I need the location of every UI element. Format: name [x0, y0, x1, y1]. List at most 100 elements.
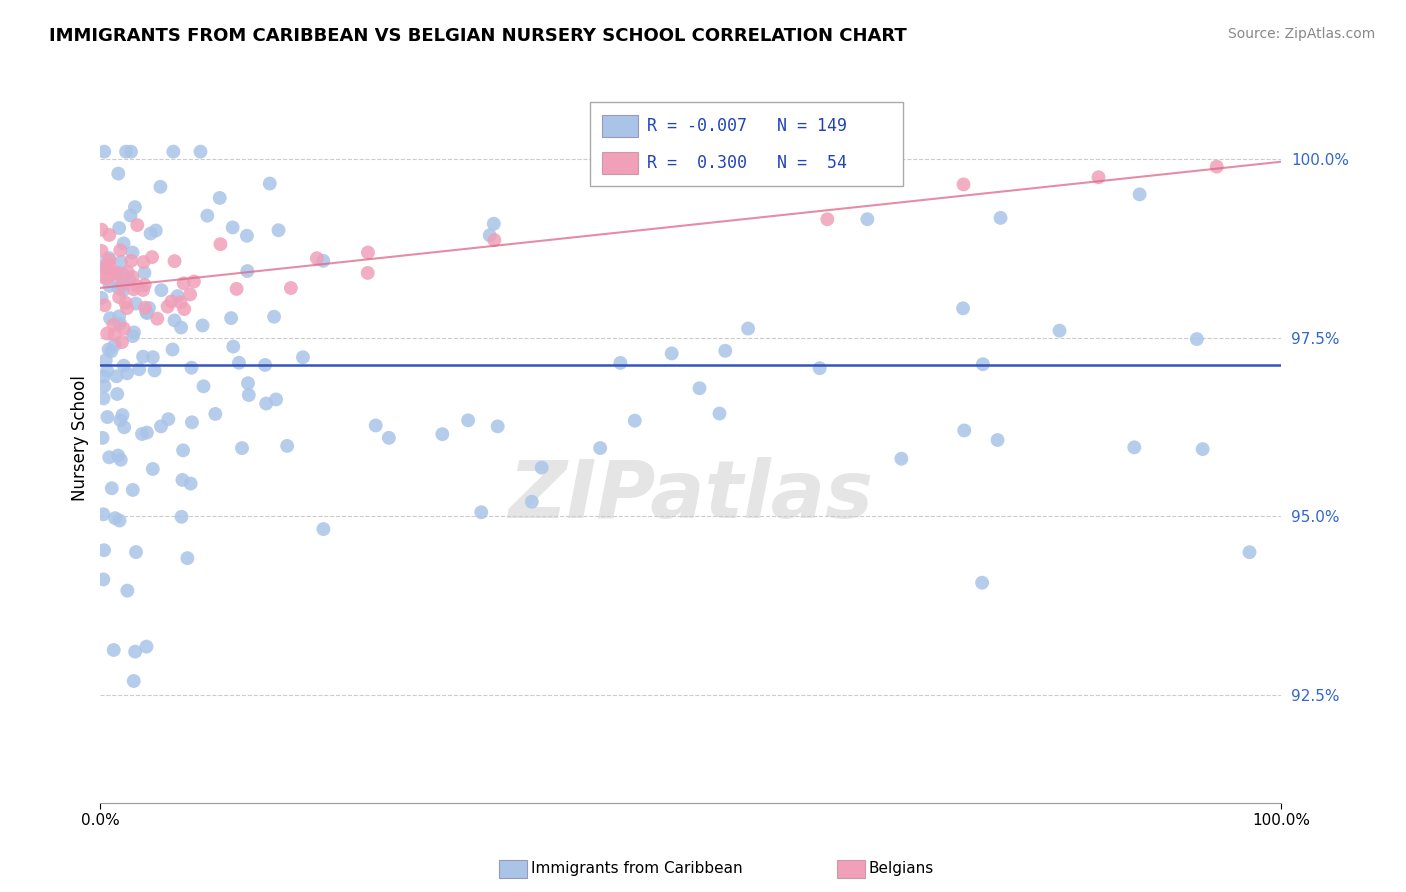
Point — [128, 362, 150, 376]
Point — [112, 321, 135, 335]
Point — [103, 327, 125, 342]
Point — [1049, 324, 1071, 338]
Point — [111, 408, 134, 422]
Point — [952, 178, 974, 192]
Point — [136, 306, 159, 320]
Point — [180, 476, 202, 491]
Point — [1123, 441, 1146, 455]
Point — [122, 282, 145, 296]
Point — [120, 145, 142, 159]
Point — [120, 209, 142, 223]
Point — [953, 424, 976, 438]
Point — [357, 266, 380, 280]
Point — [990, 211, 1012, 225]
Point — [134, 266, 156, 280]
Point — [132, 350, 155, 364]
Point — [93, 508, 115, 522]
Point — [254, 396, 277, 410]
Point — [657, 145, 679, 159]
Point — [110, 255, 132, 269]
Point — [688, 381, 710, 395]
Point — [162, 343, 184, 357]
Point — [146, 311, 169, 326]
Point — [96, 410, 118, 425]
Point — [107, 449, 129, 463]
Point — [166, 289, 188, 303]
Point — [470, 505, 492, 519]
Point — [98, 268, 121, 283]
Point — [100, 344, 122, 359]
Point — [160, 294, 183, 309]
Point — [156, 300, 179, 314]
Point — [221, 220, 243, 235]
Point — [103, 318, 125, 332]
Point — [181, 415, 204, 429]
Point — [114, 295, 136, 310]
Point — [125, 296, 148, 310]
Point — [225, 282, 247, 296]
Point — [856, 212, 879, 227]
Point — [100, 481, 122, 495]
Point — [209, 237, 232, 252]
Point — [108, 290, 131, 304]
Point — [191, 318, 214, 333]
Point — [135, 305, 157, 319]
Point — [808, 361, 831, 376]
Point — [972, 575, 994, 590]
Point — [138, 301, 160, 315]
Point — [91, 431, 114, 445]
Point — [280, 281, 302, 295]
Point — [364, 418, 387, 433]
Point — [163, 254, 186, 268]
Point — [105, 369, 128, 384]
Point — [112, 236, 135, 251]
Point — [107, 167, 129, 181]
Point — [111, 334, 134, 349]
Text: R =  0.300   N =  54: R = 0.300 N = 54 — [647, 153, 846, 172]
Point — [1205, 160, 1227, 174]
Point — [228, 356, 250, 370]
Point — [204, 407, 226, 421]
Point — [609, 356, 631, 370]
Point — [96, 260, 118, 275]
Point — [141, 250, 163, 264]
Point — [312, 522, 335, 536]
Point — [127, 218, 149, 232]
Point — [111, 277, 134, 292]
Point — [142, 462, 165, 476]
Point — [121, 269, 143, 284]
Point — [589, 441, 612, 455]
Point — [98, 263, 121, 277]
Point — [478, 228, 501, 243]
Y-axis label: Nursery School: Nursery School — [72, 375, 89, 500]
Point — [93, 379, 115, 393]
Point — [135, 640, 157, 654]
Point — [108, 281, 131, 295]
Point — [96, 364, 118, 378]
Point — [121, 483, 143, 497]
Point — [108, 514, 131, 528]
Point — [91, 573, 114, 587]
Point — [105, 387, 128, 401]
Point — [112, 420, 135, 434]
Point — [714, 343, 737, 358]
Point — [815, 212, 838, 227]
Point — [104, 511, 127, 525]
Point — [115, 145, 138, 159]
Point — [378, 431, 401, 445]
Point — [93, 145, 115, 159]
Point — [107, 266, 129, 280]
Text: Source: ZipAtlas.com: Source: ZipAtlas.com — [1227, 27, 1375, 41]
Point — [108, 317, 131, 331]
Point — [90, 291, 112, 305]
Point — [90, 222, 112, 236]
Point — [170, 320, 193, 334]
Point — [97, 251, 120, 265]
Point — [484, 233, 506, 247]
Text: R = -0.007   N = 149: R = -0.007 N = 149 — [647, 117, 846, 136]
Point — [112, 359, 135, 373]
Point — [179, 287, 201, 301]
Point — [486, 419, 509, 434]
Point — [98, 252, 121, 267]
Point — [124, 200, 146, 214]
